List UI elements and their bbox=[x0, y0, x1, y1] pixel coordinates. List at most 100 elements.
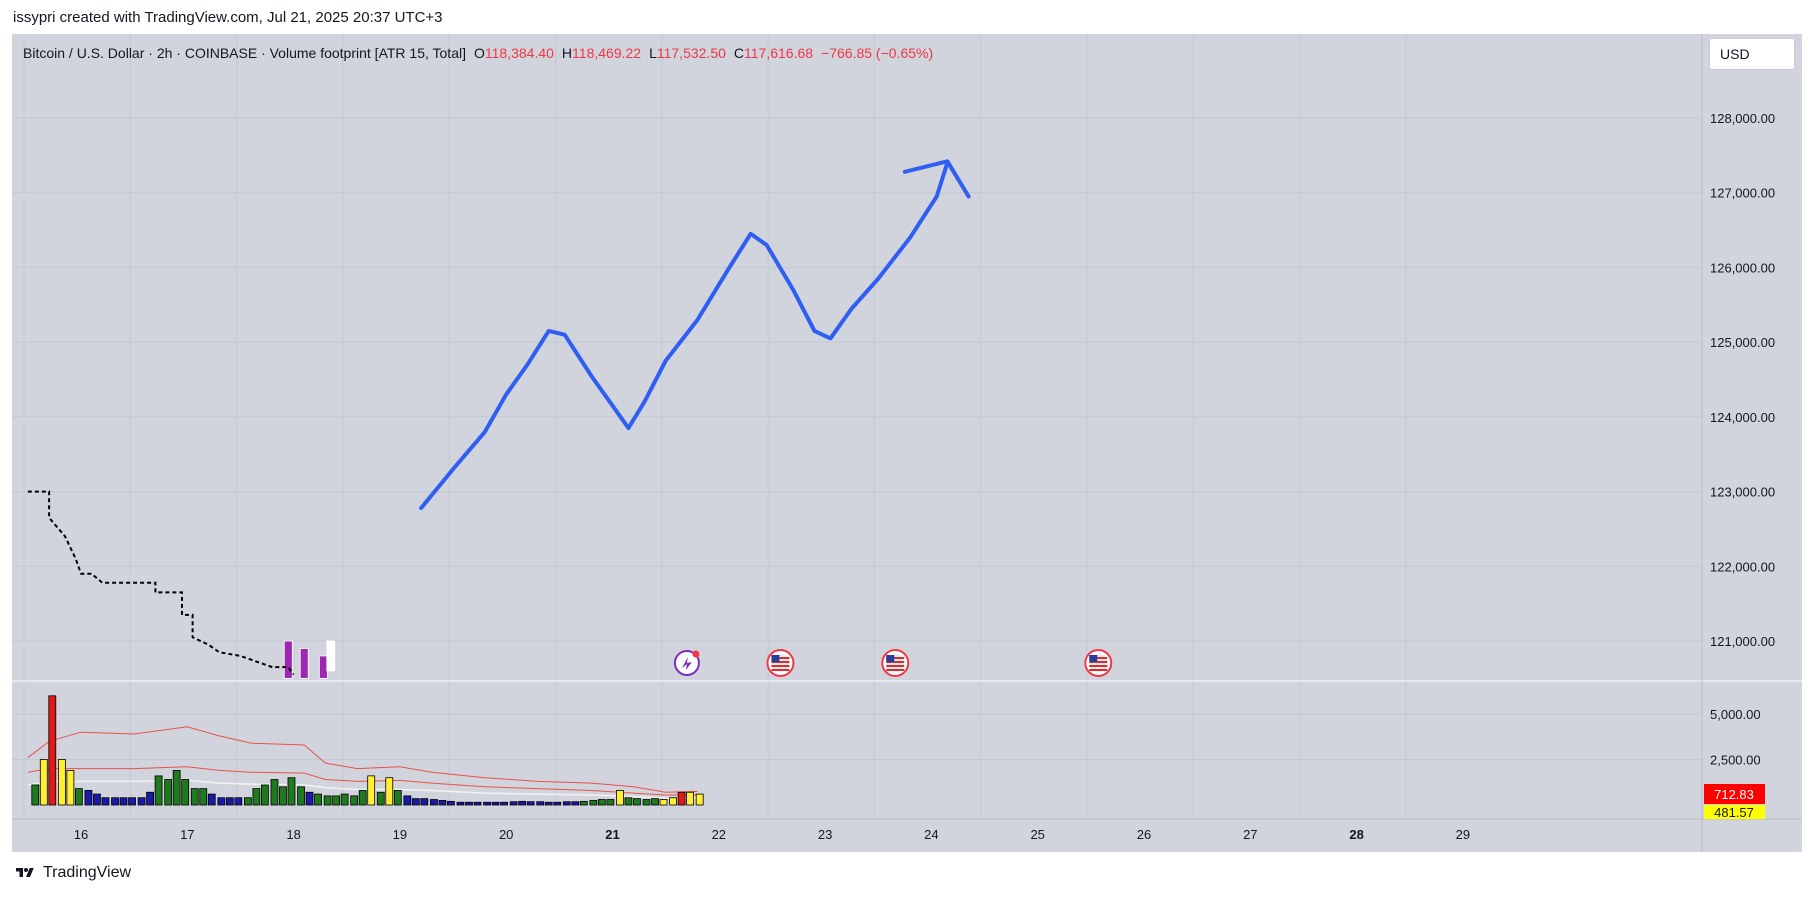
volume-bar[interactable] bbox=[305, 791, 314, 806]
volume-bar[interactable] bbox=[447, 800, 455, 806]
volume-bar[interactable] bbox=[579, 800, 588, 806]
volume-bar[interactable] bbox=[243, 797, 252, 806]
volume-bar[interactable] bbox=[199, 788, 208, 806]
volume-bar[interactable] bbox=[260, 784, 269, 806]
time-tick-label: 22 bbox=[712, 827, 726, 842]
currency-button[interactable]: USD bbox=[1709, 38, 1795, 70]
volume-bar[interactable] bbox=[234, 797, 243, 806]
volume-bar[interactable] bbox=[287, 777, 296, 806]
footprint-candle[interactable] bbox=[318, 655, 328, 679]
volume-bar[interactable] bbox=[207, 793, 216, 806]
volume-bar[interactable] bbox=[695, 793, 704, 806]
volume-bar[interactable] bbox=[172, 770, 181, 806]
last-volume-badge bbox=[1704, 784, 1765, 804]
volume-bar[interactable] bbox=[340, 793, 349, 806]
price-tick-label: 127,000.00 bbox=[1710, 186, 1775, 201]
volume-bar[interactable] bbox=[57, 759, 66, 806]
projection-arrow-line[interactable] bbox=[419, 160, 950, 511]
volume-bar[interactable] bbox=[509, 801, 518, 806]
volume-bar[interactable] bbox=[686, 791, 694, 806]
time-tick-label: 27 bbox=[1243, 827, 1257, 842]
brand-name: TradingView bbox=[43, 864, 132, 881]
volume-bar[interactable] bbox=[252, 788, 261, 806]
volume-bar[interactable] bbox=[491, 801, 500, 806]
chart-area[interactable]: 121,000.00 122,000.00 123,000.00 124,000.00… bbox=[12, 34, 1802, 852]
volume-bar[interactable] bbox=[217, 797, 226, 806]
volume-bar[interactable] bbox=[536, 801, 545, 806]
volume-bar[interactable] bbox=[154, 775, 163, 806]
volume-bar[interactable] bbox=[651, 798, 659, 806]
volume-bar[interactable] bbox=[597, 799, 606, 806]
volume-bar[interactable] bbox=[438, 800, 447, 806]
price-tick-label: 122,000.00 bbox=[1710, 559, 1775, 574]
volume-bar[interactable] bbox=[571, 801, 580, 806]
volume-bar[interactable] bbox=[323, 795, 332, 806]
volume-bar[interactable] bbox=[659, 799, 668, 806]
volume-bar[interactable] bbox=[589, 800, 598, 806]
close-value: 117,616.68 bbox=[744, 45, 814, 61]
volume-bar[interactable] bbox=[93, 793, 101, 806]
footprint-candle[interactable] bbox=[299, 648, 309, 679]
volume-bar[interactable] bbox=[376, 791, 385, 806]
volume-bar[interactable] bbox=[393, 790, 402, 806]
volume-bar[interactable] bbox=[430, 799, 438, 806]
volume-bar[interactable] bbox=[518, 800, 527, 806]
volume-bar[interactable] bbox=[526, 801, 535, 806]
volume-bar[interactable] bbox=[544, 801, 553, 806]
volume-bar[interactable] bbox=[190, 788, 199, 806]
volume-bar[interactable] bbox=[39, 759, 48, 806]
volume-bar[interactable] bbox=[606, 799, 615, 806]
flag-stripe-icon bbox=[886, 669, 905, 671]
volume-bar[interactable] bbox=[48, 695, 57, 806]
volume-bar[interactable] bbox=[332, 795, 341, 806]
volume-bar[interactable] bbox=[465, 801, 473, 806]
volume-bar[interactable] bbox=[137, 797, 146, 806]
volume-bar[interactable] bbox=[616, 790, 624, 806]
chart-canvas[interactable]: 121,000.00 122,000.00 123,000.00 124,000.00… bbox=[12, 34, 1802, 852]
volume-bar[interactable] bbox=[669, 797, 677, 806]
volume-bar[interactable] bbox=[66, 770, 75, 806]
footprint-candle[interactable] bbox=[283, 640, 293, 679]
symbol-title[interactable]: Bitcoin / U.S. Dollar · 2h · COINBASE · … bbox=[23, 45, 466, 61]
footer-brand[interactable]: TradingView bbox=[13, 864, 131, 882]
volume-bar[interactable] bbox=[181, 779, 190, 806]
volume-bar[interactable] bbox=[456, 801, 465, 806]
volume-bar[interactable] bbox=[225, 797, 234, 806]
volume-bar[interactable] bbox=[350, 795, 359, 806]
volume-bar[interactable] bbox=[633, 798, 641, 806]
volume-bar[interactable] bbox=[314, 793, 322, 806]
volume-bar[interactable] bbox=[84, 790, 93, 806]
volume-bar[interactable] bbox=[500, 801, 508, 806]
time-tick-label: 23 bbox=[818, 827, 832, 842]
volume-bar[interactable] bbox=[119, 797, 128, 806]
flag-stripe-icon bbox=[1089, 657, 1108, 659]
volume-bar[interactable] bbox=[164, 779, 173, 806]
volume-bar[interactable] bbox=[677, 791, 686, 806]
volume-bar[interactable] bbox=[562, 801, 571, 806]
volume-bar[interactable] bbox=[642, 799, 651, 806]
volume-bar[interactable] bbox=[270, 779, 279, 806]
dashed-step-line[interactable] bbox=[27, 490, 295, 676]
projection-arrow-head[interactable] bbox=[902, 159, 971, 199]
volume-bar[interactable] bbox=[74, 788, 83, 806]
volume-bar[interactable] bbox=[420, 798, 429, 806]
volume-bar[interactable] bbox=[385, 777, 394, 806]
volume-bar[interactable] bbox=[367, 775, 376, 806]
volume-bar[interactable] bbox=[279, 786, 287, 806]
volume-bar[interactable] bbox=[403, 795, 412, 806]
volume-bar[interactable] bbox=[553, 801, 562, 806]
volume-bar[interactable] bbox=[111, 797, 119, 806]
volume-bar[interactable] bbox=[358, 790, 367, 806]
volume-bar[interactable] bbox=[624, 797, 633, 806]
volume-bar[interactable] bbox=[411, 798, 420, 806]
volume-bar[interactable] bbox=[31, 784, 40, 806]
volume-bar[interactable] bbox=[473, 801, 482, 806]
avg-volume-label: 481.57 bbox=[1714, 805, 1754, 820]
volume-bar[interactable] bbox=[101, 797, 110, 806]
volume-bar[interactable] bbox=[483, 801, 491, 806]
time-tick-label: 17 bbox=[180, 827, 194, 842]
volume-bar[interactable] bbox=[128, 797, 136, 806]
volume-bar[interactable] bbox=[297, 786, 305, 806]
volume-bar[interactable] bbox=[146, 791, 154, 806]
footprint-candle[interactable] bbox=[326, 640, 336, 672]
